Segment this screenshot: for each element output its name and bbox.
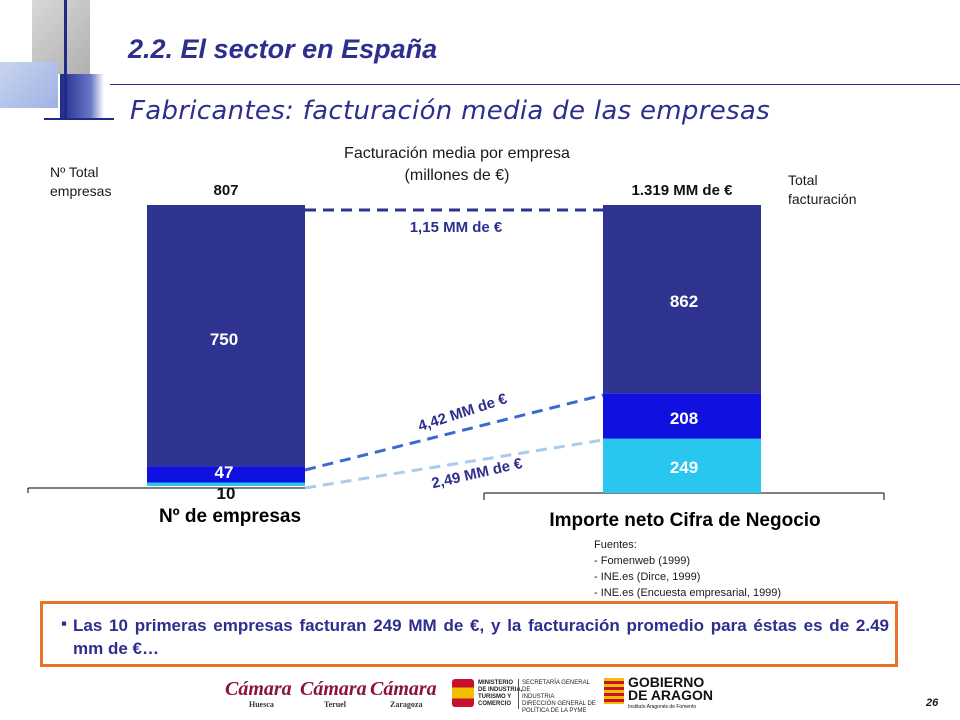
source-item: - Fomenweb (1999) <box>594 555 690 567</box>
header-rule-left <box>44 118 114 120</box>
coat-of-arms-icon <box>452 679 474 707</box>
aragon-flag-icon <box>604 678 624 704</box>
gobierno-aragon-logo: GOBIERNO DE ARAGON Instituto Aragonés de… <box>604 675 714 712</box>
header-decoration-square-navy <box>60 74 104 120</box>
header-rule <box>110 84 960 85</box>
header-decoration-square-gray <box>32 0 90 74</box>
bar-segment <box>147 466 305 483</box>
x-axis-label-right: Importe neto Cifra de Negocio <box>549 510 821 531</box>
header-decoration-vline <box>64 0 67 120</box>
bar-segment <box>603 205 761 394</box>
page-title: 2.2. El sector en España <box>128 34 438 64</box>
average-label: 1,15 MM de € <box>410 219 503 236</box>
page-number: 26 <box>926 697 939 709</box>
average-label: 4,42 MM de € <box>416 390 510 435</box>
sources-block: Fuentes: - Fomenweb (1999) - INE.es (Dir… <box>594 537 781 601</box>
callout-box: ▪ Las 10 primeras empresas facturan 249 … <box>40 601 898 667</box>
bullet-icon: ▪ <box>61 614 68 633</box>
sources-heading: Fuentes: <box>594 539 637 551</box>
bar-segment <box>147 482 305 486</box>
header-decoration-square-blue-light <box>0 62 58 108</box>
data-label: 208 <box>670 409 698 428</box>
data-label: 10 <box>217 484 236 503</box>
data-label: 750 <box>210 330 238 349</box>
average-label: 2,49 MM de € <box>430 455 525 493</box>
ministerio-logo: MINISTERIO DE INDUSTRIA, TURISMO Y COMER… <box>452 677 598 714</box>
data-label: 862 <box>670 292 698 311</box>
bar-segment <box>603 393 761 439</box>
bar-total-label: 1.319 MM de € <box>632 182 734 199</box>
right-side-label: Total facturación <box>788 172 857 207</box>
left-side-label: Nº Total empresas <box>50 164 112 199</box>
bar-segment <box>147 205 305 467</box>
camara-teruel-logo: Cámara Teruel <box>300 678 367 709</box>
source-item: - INE.es (Dirce, 1999) <box>594 571 701 583</box>
data-label: 249 <box>670 458 698 477</box>
source-item: - INE.es (Encuesta empresarial, 1999) <box>594 587 782 599</box>
bar-total-label: 807 <box>213 182 238 199</box>
x-axis-label-left: Nº de empresas <box>158 506 302 527</box>
camara-huesca-logo: Cámara Huesca <box>225 678 292 709</box>
center-label: Facturación media por empresa (millones … <box>344 145 570 184</box>
connector-line <box>304 438 604 490</box>
data-label: 47 <box>215 463 234 482</box>
page-subtitle: Fabricantes: facturación media de las em… <box>130 96 770 126</box>
callout-text: Las 10 primeras empresas facturan 249 MM… <box>73 616 889 658</box>
camara-zaragoza-logo: Cámara Zaragoza <box>370 678 437 709</box>
connector-line <box>304 393 604 472</box>
bar-segment <box>603 438 761 493</box>
